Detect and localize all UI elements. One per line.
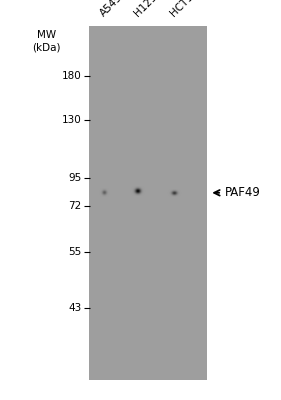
Text: A549: A549 xyxy=(98,0,124,18)
Text: 180: 180 xyxy=(62,71,81,81)
Text: MW
(kDa): MW (kDa) xyxy=(32,30,61,52)
Text: H1299: H1299 xyxy=(132,0,163,18)
Text: PAF49: PAF49 xyxy=(225,186,261,199)
Bar xyxy=(89,26,207,380)
Text: 72: 72 xyxy=(68,201,81,211)
Text: 130: 130 xyxy=(62,115,81,125)
Text: 55: 55 xyxy=(68,247,81,257)
Text: HCT116: HCT116 xyxy=(169,0,205,18)
Text: 43: 43 xyxy=(68,303,81,313)
Text: 95: 95 xyxy=(68,173,81,183)
